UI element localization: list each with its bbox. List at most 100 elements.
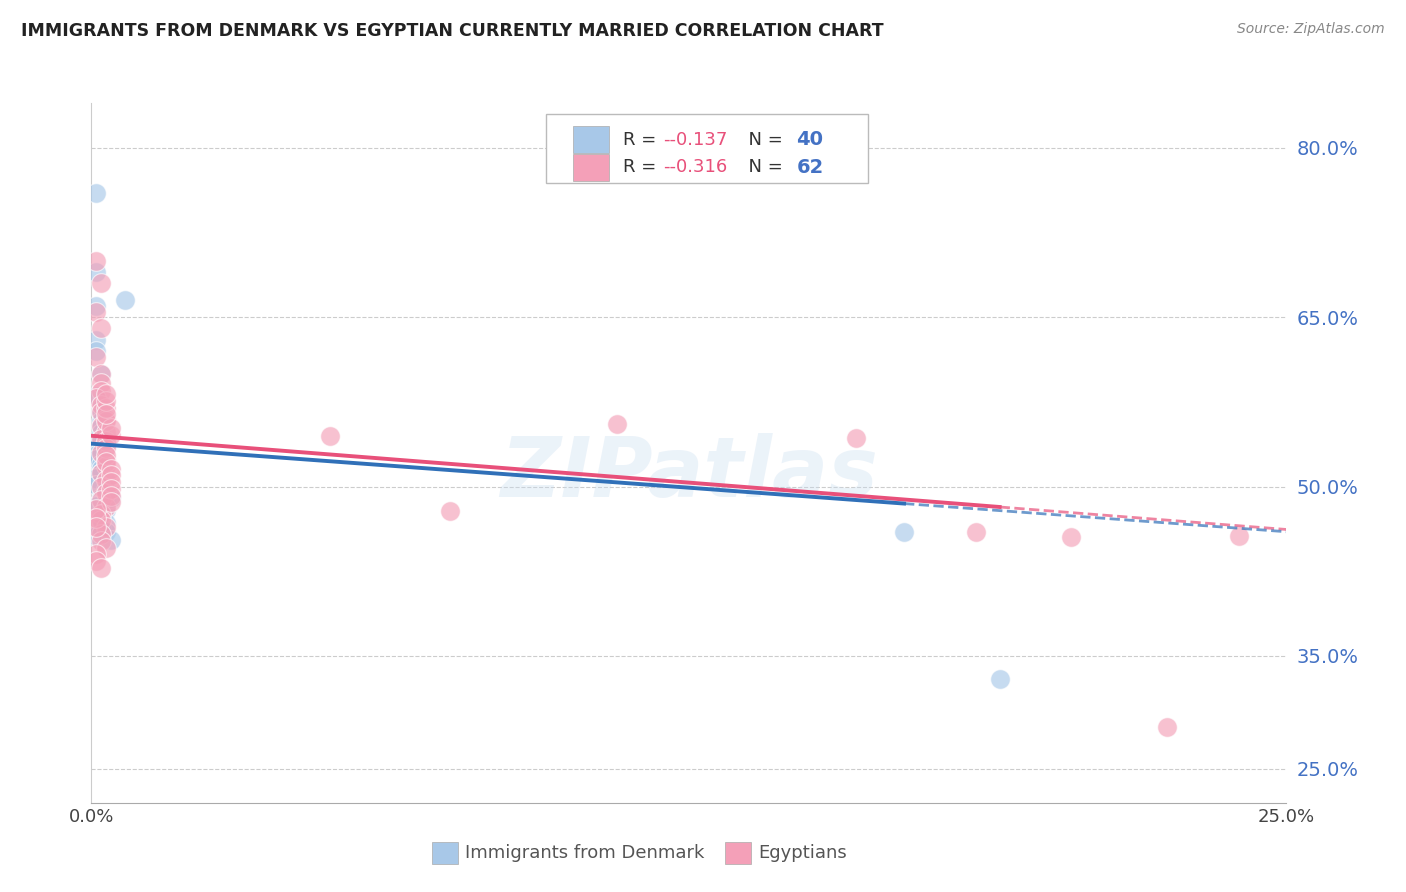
Point: [94, 473, 117, 487]
Point: [100, 475, 122, 489]
Point: [84, 344, 107, 359]
Point: [94, 425, 117, 440]
Text: Source: ZipAtlas.com: Source: ZipAtlas.com: [1237, 22, 1385, 37]
Point: [100, 533, 122, 547]
Point: [84, 389, 107, 403]
Point: [606, 417, 628, 432]
Point: [84, 265, 107, 279]
Text: Egyptians: Egyptians: [758, 844, 846, 863]
Point: [90, 520, 112, 534]
Point: [94, 407, 117, 421]
Point: [90, 426, 112, 441]
Text: R =: R =: [623, 130, 662, 149]
Point: [94, 448, 117, 462]
Point: [90, 321, 112, 335]
Point: [84, 350, 107, 364]
Point: [90, 511, 112, 525]
Point: [90, 398, 112, 412]
Point: [94, 459, 117, 474]
Point: [94, 524, 117, 539]
Point: [100, 427, 122, 442]
Text: ZIPatlas: ZIPatlas: [501, 434, 877, 514]
Point: [84, 499, 107, 513]
Point: [90, 507, 112, 521]
Text: 40: 40: [796, 130, 824, 149]
Point: [94, 393, 117, 408]
Point: [84, 520, 107, 534]
Point: [100, 489, 122, 503]
FancyBboxPatch shape: [725, 842, 751, 864]
Point: [965, 524, 987, 539]
Point: [94, 486, 117, 500]
Point: [84, 299, 107, 313]
Point: [94, 441, 117, 455]
Text: R =: R =: [623, 158, 662, 177]
Point: [94, 434, 117, 449]
Point: [90, 367, 112, 381]
Point: [100, 482, 122, 496]
Point: [94, 500, 117, 514]
Point: [94, 541, 117, 555]
Point: [90, 507, 112, 521]
FancyBboxPatch shape: [432, 842, 458, 864]
Point: [1060, 530, 1083, 544]
Point: [319, 429, 342, 443]
Text: IMMIGRANTS FROM DENMARK VS EGYPTIAN CURRENTLY MARRIED CORRELATION CHART: IMMIGRANTS FROM DENMARK VS EGYPTIAN CURR…: [21, 22, 884, 40]
Point: [94, 452, 117, 467]
Point: [90, 491, 112, 505]
Point: [90, 414, 112, 428]
Point: [90, 466, 112, 480]
Point: [94, 494, 117, 508]
Point: [90, 457, 112, 471]
Point: [84, 438, 107, 452]
Point: [94, 455, 117, 469]
Point: [84, 253, 107, 268]
Point: [90, 493, 112, 508]
Point: [84, 547, 107, 561]
Point: [84, 186, 107, 200]
Point: [84, 529, 107, 543]
Point: [84, 304, 107, 318]
Point: [94, 401, 117, 415]
Point: [100, 491, 122, 505]
Point: [90, 376, 112, 390]
Point: [94, 486, 117, 500]
Point: [90, 533, 112, 548]
Point: [90, 513, 112, 527]
Point: [94, 414, 117, 428]
Point: [1227, 529, 1250, 543]
Point: [84, 333, 107, 347]
Point: [90, 442, 112, 457]
Point: [84, 452, 107, 467]
Text: --0.316: --0.316: [662, 158, 727, 177]
Point: [94, 520, 117, 534]
Point: [90, 406, 112, 420]
Point: [988, 672, 1011, 686]
Text: Immigrants from Denmark: Immigrants from Denmark: [465, 844, 704, 863]
Point: [90, 466, 112, 480]
Point: [100, 421, 122, 435]
Point: [90, 432, 112, 446]
Point: [94, 474, 117, 488]
Point: [90, 401, 112, 415]
FancyBboxPatch shape: [574, 127, 609, 153]
Text: N =: N =: [737, 130, 789, 149]
Point: [94, 439, 117, 453]
Text: 62: 62: [796, 158, 824, 177]
Point: [90, 479, 112, 493]
Point: [893, 524, 915, 539]
Point: [100, 461, 122, 475]
Point: [90, 527, 112, 541]
Point: [114, 293, 136, 308]
Point: [84, 554, 107, 568]
Point: [90, 418, 112, 433]
Point: [100, 468, 122, 483]
Point: [84, 448, 107, 462]
FancyBboxPatch shape: [574, 154, 609, 180]
Point: [84, 502, 107, 516]
Point: [84, 470, 107, 484]
Text: N =: N =: [737, 158, 789, 177]
Point: [90, 446, 112, 460]
Point: [94, 387, 117, 401]
Point: [94, 482, 117, 496]
